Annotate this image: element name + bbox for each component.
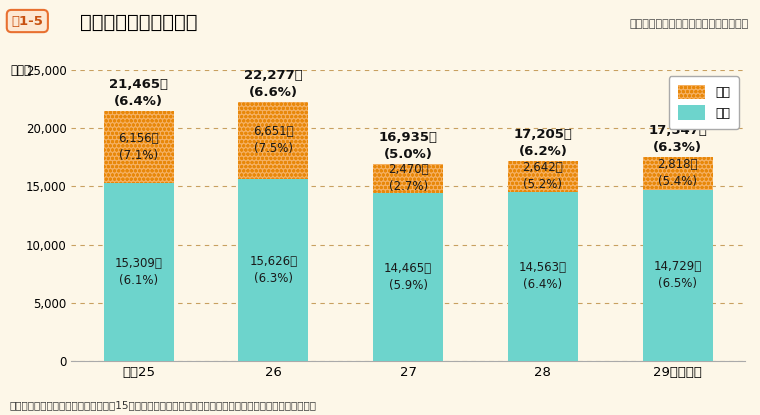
Y-axis label: （人）: （人） <box>10 64 31 77</box>
Text: 6,651人
(7.5%): 6,651人 (7.5%) <box>253 125 294 155</box>
Text: 17,547人
(6.3%): 17,547人 (6.3%) <box>648 124 707 154</box>
Bar <box>643 157 713 190</box>
Text: 2,818人
(5.4%): 2,818人 (5.4%) <box>657 158 698 188</box>
Text: 22,277人
(6.6%): 22,277人 (6.6%) <box>244 68 302 99</box>
Text: （一般職の国家公務員の任用状況調査）: （一般職の国家公務員の任用状況調査） <box>629 19 749 29</box>
Bar <box>643 190 713 361</box>
Bar <box>103 183 174 361</box>
Text: 図1-5: 図1-5 <box>11 15 43 27</box>
Bar <box>239 102 309 179</box>
Bar <box>239 179 309 361</box>
Bar <box>373 193 443 361</box>
Text: （注）（　）内は離職率（前年度１月15日現在の在職者数に対する当該年度中の離職者数の割合）を示す。: （注）（ ）内は離職率（前年度１月15日現在の在職者数に対する当該年度中の離職者… <box>9 400 316 410</box>
Text: 2,470人
(2.7%): 2,470人 (2.7%) <box>388 163 429 193</box>
Text: 14,563人
(6.4%): 14,563人 (6.4%) <box>519 261 567 291</box>
Text: 21,465人
(6.4%): 21,465人 (6.4%) <box>109 78 168 108</box>
Bar <box>508 192 578 361</box>
Text: 6,156人
(7.1%): 6,156人 (7.1%) <box>119 132 159 162</box>
Text: 17,205人
(6.2%): 17,205人 (6.2%) <box>514 128 572 158</box>
Bar <box>103 111 174 183</box>
Text: 15,626人
(6.3%): 15,626人 (6.3%) <box>249 255 297 285</box>
Text: 2,642人
(5.2%): 2,642人 (5.2%) <box>523 161 563 191</box>
Bar <box>373 164 443 193</box>
Text: 16,935人
(5.0%): 16,935人 (5.0%) <box>378 131 438 161</box>
Text: 14,729人
(6.5%): 14,729人 (6.5%) <box>654 261 701 290</box>
Text: 14,465人
(5.9%): 14,465人 (5.9%) <box>384 262 432 292</box>
Text: 最近５年間の離職者数: 最近５年間の離職者数 <box>80 13 198 32</box>
Bar <box>508 161 578 192</box>
Text: 15,309人
(6.1%): 15,309人 (6.1%) <box>115 257 163 287</box>
Legend: 女性, 男性: 女性, 男性 <box>669 76 739 129</box>
